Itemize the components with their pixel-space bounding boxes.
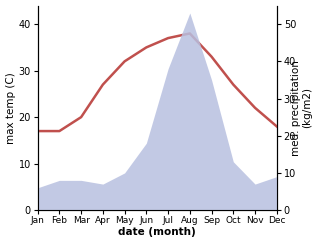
X-axis label: date (month): date (month) (118, 227, 196, 237)
Y-axis label: max temp (C): max temp (C) (5, 72, 16, 144)
Y-axis label: med. precipitation
(kg/m2): med. precipitation (kg/m2) (291, 60, 313, 156)
